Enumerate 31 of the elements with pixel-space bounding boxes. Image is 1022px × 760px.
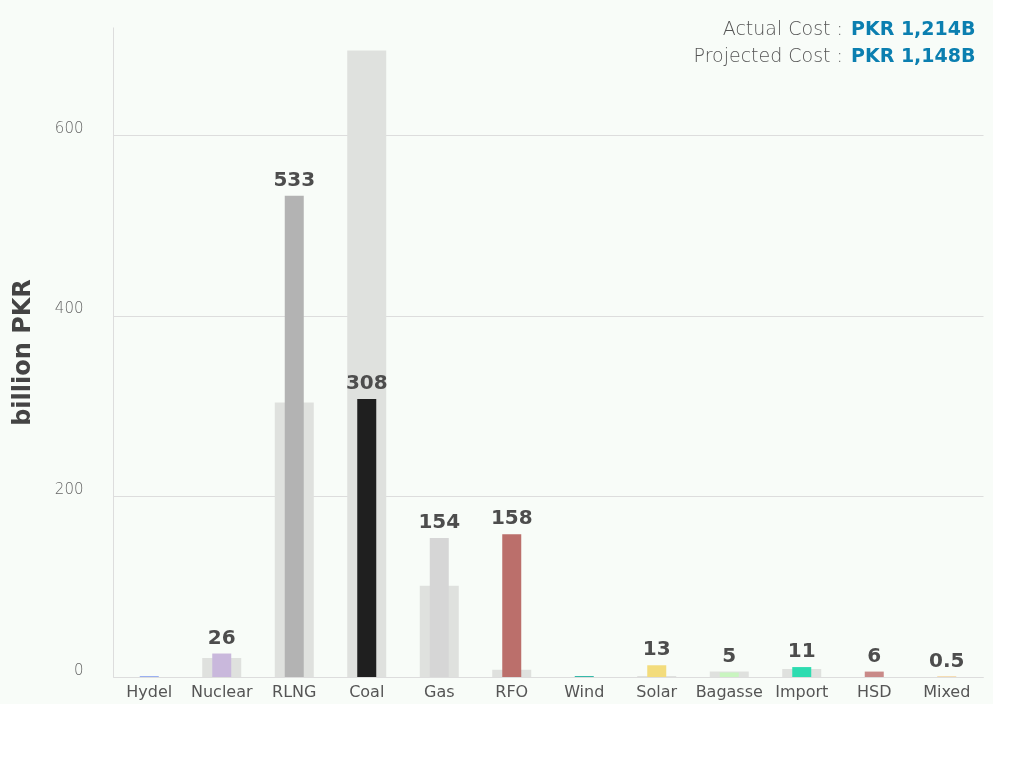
data-label: 6 bbox=[867, 642, 882, 667]
x-tick-label: Hydel bbox=[126, 681, 173, 701]
data-label: 533 bbox=[273, 166, 316, 191]
y-tick-label: 600 bbox=[54, 118, 84, 137]
x-tick-label: Import bbox=[775, 681, 829, 701]
x-tick-label: RFO bbox=[495, 681, 529, 701]
data-label: 154 bbox=[418, 508, 461, 533]
data-label: 158 bbox=[490, 505, 533, 530]
annotation: Projected Cost : bbox=[693, 44, 843, 66]
y-tick-label: 200 bbox=[54, 479, 84, 498]
annotation: Actual Cost : bbox=[722, 17, 843, 39]
x-tick-label: Solar bbox=[636, 681, 678, 701]
x-tick-label: HSD bbox=[856, 681, 892, 701]
y-tick-label: 0 bbox=[73, 660, 84, 679]
annotation: PKR 1,148B bbox=[851, 44, 976, 66]
x-tick-label: Bagasse bbox=[695, 681, 763, 701]
x-tick-label: Mixed bbox=[923, 681, 971, 701]
data-label: 26 bbox=[207, 624, 236, 649]
x-tick-label: Wind bbox=[564, 681, 605, 701]
data-label: 308 bbox=[345, 369, 388, 394]
y-axis-title: billion PKR bbox=[7, 279, 36, 426]
data-label: 13 bbox=[642, 636, 671, 661]
x-tick-label: Gas bbox=[423, 681, 455, 701]
data-label: 11 bbox=[787, 638, 816, 663]
data-label: 5 bbox=[722, 643, 737, 668]
x-tick-label: Coal bbox=[349, 681, 385, 701]
x-tick-label: Nuclear bbox=[190, 681, 253, 701]
y-tick-label: 400 bbox=[54, 299, 84, 318]
data-label: 0.5 bbox=[929, 647, 965, 672]
x-tick-label: RLNG bbox=[272, 681, 317, 701]
annotation: PKR 1,214B bbox=[851, 17, 976, 39]
